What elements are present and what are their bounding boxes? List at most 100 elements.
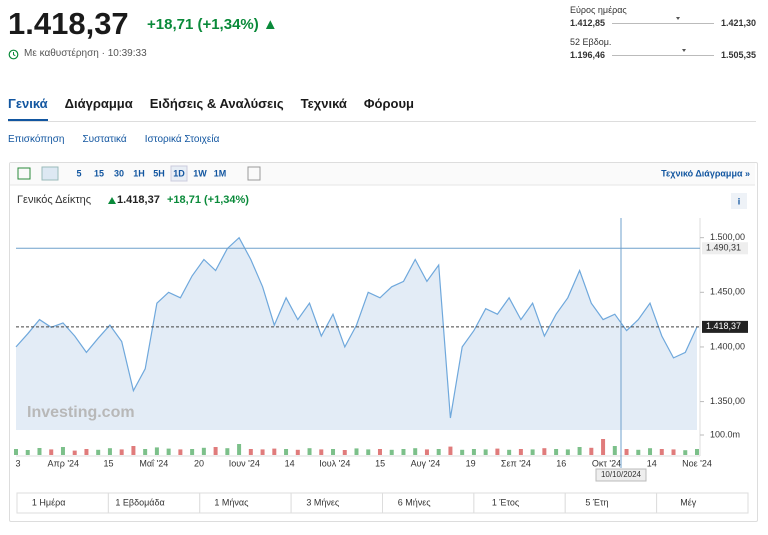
x-tick-label: Ιουν '24 <box>229 458 260 468</box>
volume-bar <box>107 448 112 455</box>
range-button-label[interactable]: Μέγ <box>680 497 697 507</box>
interval[interactable]: 5 <box>76 168 81 178</box>
subtab[interactable]: Συστατικά <box>82 134 127 145</box>
x-tick-label: Σεπ '24 <box>501 458 531 468</box>
range-button[interactable] <box>564 492 658 514</box>
volume-bar <box>96 449 101 455</box>
volume-bar <box>354 448 359 455</box>
interval[interactable]: 1D <box>173 168 185 178</box>
x-tick-label: Νοε '24 <box>682 458 712 468</box>
range-low: 1.196,46 <box>570 50 606 60</box>
technical-link[interactable]: Τεχνικό Διάγραμμα » <box>661 168 750 178</box>
x-tick-label: 3 <box>15 458 20 468</box>
range-button-label[interactable]: 3 Μήνες <box>306 497 340 507</box>
subtab[interactable]: Ιστορικά Στοιχεία <box>144 134 220 145</box>
interval-active <box>170 165 188 182</box>
volume-bar <box>471 449 476 455</box>
volume-bar <box>636 449 641 455</box>
volume-bar <box>530 449 535 455</box>
volume-bar <box>295 449 300 455</box>
tab[interactable]: Γενικά <box>8 96 48 121</box>
range-button-label[interactable]: 5 Έτη <box>585 497 608 507</box>
status: Με καθυστέρηση · 10:39:33 <box>24 48 147 59</box>
interval[interactable]: 30 <box>114 168 124 178</box>
volume-bar <box>695 449 699 455</box>
volume-bar <box>495 448 500 455</box>
y-tick-label: 1.350,00 <box>710 396 745 406</box>
range-button-label[interactable]: 6 Μήνες <box>398 497 432 507</box>
tab[interactable]: Διάγραμμα <box>64 96 133 111</box>
settings-icon[interactable] <box>247 166 261 181</box>
clock-icon <box>8 49 19 60</box>
interval[interactable]: 1M <box>214 168 227 178</box>
range-button-label[interactable]: 1 Εβδομάδα <box>115 497 164 507</box>
x-tick-label: Αυγ '24 <box>411 458 441 468</box>
interval[interactable]: 1H <box>133 168 145 178</box>
info-button[interactable] <box>731 193 747 209</box>
volume-bar <box>72 450 77 455</box>
x-tick-label: 15 <box>104 458 114 468</box>
volume-bar <box>659 449 664 455</box>
volume-bar <box>49 449 54 455</box>
price-line <box>15 236 698 419</box>
candle-icon[interactable] <box>17 167 31 180</box>
volume-bar <box>366 449 371 455</box>
volume-bar <box>648 448 653 455</box>
price-tag-label: 1.490,31 <box>706 243 741 253</box>
volume-bar <box>119 449 124 455</box>
tab[interactable]: Ειδήσεις & Αναλύσεις <box>149 96 284 111</box>
volume-bar <box>272 448 277 455</box>
range-button-label[interactable]: 1 Ημέρα <box>32 497 66 507</box>
change-text: +18,71 (+1,34%) <box>147 16 259 33</box>
volume-bar <box>565 449 570 455</box>
volume-bar <box>143 449 148 455</box>
chart-box <box>9 162 758 522</box>
volume-bar <box>507 449 512 455</box>
volume-bar <box>307 448 312 455</box>
volume-bar <box>248 449 253 455</box>
x-tick-label: 20 <box>194 458 204 468</box>
area-icon[interactable] <box>41 166 59 181</box>
volume-bar <box>37 448 42 455</box>
volume-bar <box>237 444 242 455</box>
y-tick-label: 1.500,00 <box>710 232 745 242</box>
volume-bar <box>284 449 289 455</box>
y-tick-label: 1.450,00 <box>710 287 745 297</box>
volume-bar <box>377 449 382 455</box>
volume-bar <box>413 448 418 455</box>
tab[interactable]: Τεχνικά <box>300 96 347 111</box>
interval[interactable]: 15 <box>94 168 104 178</box>
range-button-label[interactable]: 1 Μήνας <box>214 497 249 507</box>
range-button[interactable] <box>473 492 566 514</box>
x-tick-label: Μαΐ '24 <box>139 458 168 468</box>
volume-bar <box>671 449 676 455</box>
volume-bar <box>624 449 629 455</box>
interval[interactable]: 5H <box>153 168 165 178</box>
range-high: 1.421,30 <box>720 18 756 28</box>
range-button-label[interactable]: 1 Έτος <box>492 497 520 507</box>
range-label: Εύρος ημέρας <box>570 5 627 15</box>
range-button[interactable] <box>656 492 749 514</box>
area <box>16 237 697 430</box>
tab[interactable]: Φόρουμ <box>363 96 415 111</box>
volume-bar <box>225 448 230 455</box>
x-tick-label: 19 <box>466 458 476 468</box>
subtab[interactable]: Επισκόπηση <box>8 134 65 145</box>
volume-bar <box>424 449 429 455</box>
watermark: Investing.com <box>27 404 135 421</box>
volume-bar <box>389 449 394 455</box>
range-low: 1.412,85 <box>570 18 606 28</box>
volume-bar <box>213 447 218 455</box>
volume-bar <box>190 449 195 455</box>
price-change: +18,71 (+1,34%) ▲ <box>147 16 278 33</box>
volume-bar <box>401 449 406 455</box>
volume-bar <box>178 449 183 455</box>
price-tag <box>702 242 748 255</box>
volume-bar <box>518 449 523 455</box>
y-tick-label: 1.400,00 <box>710 341 745 351</box>
range-marker <box>676 17 680 20</box>
info-icon: i <box>738 196 741 206</box>
interval[interactable]: 1W <box>193 168 207 178</box>
volume-bar <box>554 449 559 455</box>
